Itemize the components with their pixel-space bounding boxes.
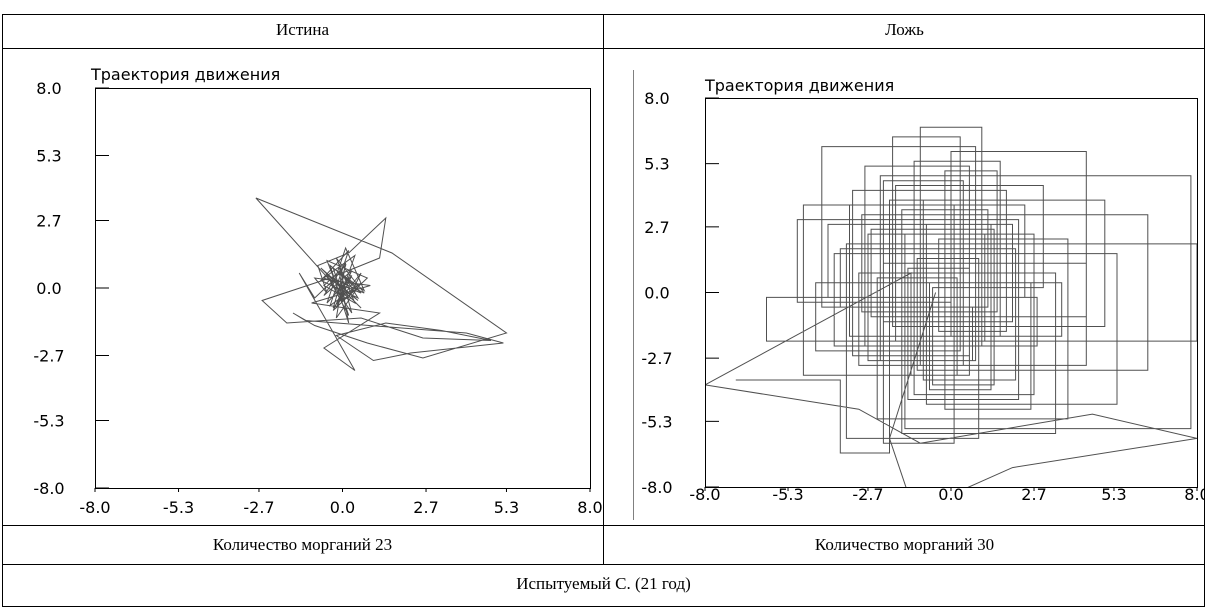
- trajectory-line: [705, 126, 1197, 487]
- chart-title: Траектория движения: [704, 76, 894, 95]
- x-tick-label: -8.0: [79, 498, 110, 517]
- trajectory-chart-true: Траектория движения 8.0 5.3 2.7 0.0 -2.7 -5.3 -…: [33, 65, 602, 517]
- y-tick-label: 2.7: [644, 218, 669, 237]
- x-tick-label: 8.0: [1184, 485, 1205, 504]
- header-true: Истина: [276, 20, 329, 39]
- y-tick-label: -8.0: [33, 479, 64, 498]
- chart-title: Траектория движения: [90, 65, 280, 84]
- y-tick-label: -2.7: [641, 349, 672, 368]
- y-tick-label: -8.0: [641, 478, 672, 497]
- y-tick-label: 8.0: [36, 79, 61, 98]
- x-tick-label: 2.7: [1021, 485, 1046, 504]
- x-tick-label: 0.0: [330, 498, 355, 517]
- y-tick-label: 0.0: [644, 284, 669, 303]
- header-false: Ложь: [885, 20, 924, 39]
- trajectory-line: [255, 197, 508, 371]
- x-tick-label: -2.7: [243, 498, 274, 517]
- x-tick-label: 0.0: [938, 485, 963, 504]
- x-tick-label: -2.7: [852, 485, 883, 504]
- subject-caption: Испытуемый С. (21 год): [516, 574, 691, 593]
- y-tick-label: -5.3: [33, 412, 64, 431]
- x-tick-label: 5.3: [1101, 485, 1126, 504]
- blink-count-true: Количество морганий 23: [212, 535, 393, 554]
- y-tick-label: 8.0: [644, 89, 669, 108]
- x-tick-label: 8.0: [577, 498, 602, 517]
- table-lines: [2, 14, 1205, 607]
- x-tick-label: -5.3: [772, 485, 803, 504]
- y-tick-label: 0.0: [36, 279, 61, 298]
- x-tick-label: -5.3: [163, 498, 194, 517]
- y-tick-label: 5.3: [36, 147, 61, 166]
- x-tick-label: 5.3: [494, 498, 519, 517]
- blink-count-false: Количество морганий 30: [814, 535, 995, 554]
- y-tick-label: -5.3: [641, 412, 672, 431]
- y-tick-label: -2.7: [33, 347, 64, 366]
- trajectory-chart-false: Траектория движения 8.0 5.3 2.7 0.0 -2.7 -5.3 -…: [633, 70, 1205, 520]
- x-tick-label: 2.7: [413, 498, 438, 517]
- x-tick-label: -8.0: [689, 485, 720, 504]
- y-tick-label: 2.7: [36, 212, 61, 231]
- y-tick-label: 5.3: [644, 155, 669, 174]
